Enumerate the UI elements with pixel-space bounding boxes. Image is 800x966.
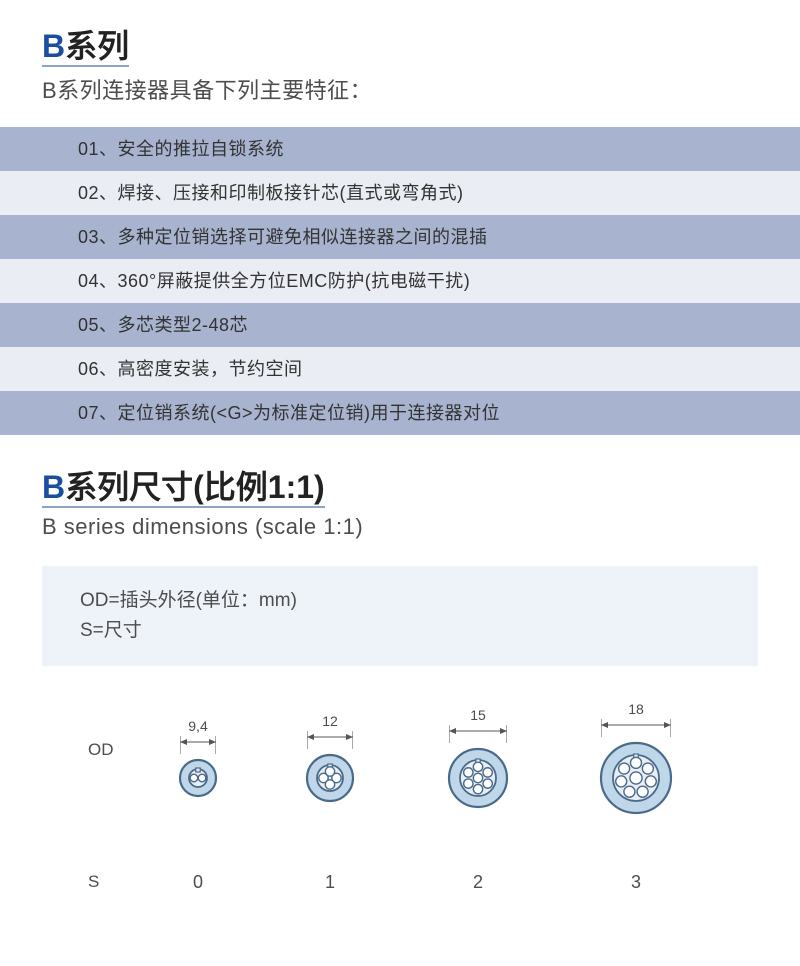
s-value-label: 2: [468, 872, 488, 893]
od-value-label: 15: [448, 707, 508, 723]
title-rest-1: 系列: [65, 28, 129, 64]
feature-row: 01、安全的推拉自锁系统: [0, 127, 800, 171]
section-title-2: B系列尺寸(比例1:1): [42, 469, 325, 508]
od-value-label: 9,4: [168, 718, 228, 734]
s-value-label: 1: [320, 872, 340, 893]
title-b-2: B: [42, 469, 65, 505]
row-label-od: OD: [88, 740, 114, 760]
section-title-1: B系列: [42, 28, 129, 67]
section-subtitle-2: B series dimensions (scale 1:1): [42, 514, 800, 540]
title-rest-2: 系列尺寸(比例1:1): [65, 469, 325, 505]
connector-icon: [445, 745, 511, 816]
feature-row: 05、多芯类型2-48芯: [0, 303, 800, 347]
feature-row: 03、多种定位销选择可避免相似连接器之间的混插: [0, 215, 800, 259]
od-value-label: 18: [606, 701, 666, 717]
row-label-s: S: [88, 872, 99, 892]
title-b-1: B: [42, 28, 65, 64]
feature-row: 06、高密度安装，节约空间: [0, 347, 800, 391]
dimension-diagram: OD S 9,4 0 12 1 15 2 18: [0, 694, 800, 914]
legend-line-1: OD=插头外径(单位：mm): [80, 586, 720, 616]
connector-icon: [303, 751, 357, 810]
connector-icon: [176, 756, 220, 805]
od-value-label: 12: [300, 713, 360, 729]
feature-list: 01、安全的推拉自锁系统02、焊接、压接和印制板接针芯(直式或弯角式)03、多种…: [0, 127, 800, 435]
legend-line-2: S=尺寸: [80, 616, 720, 646]
section-subtitle-1: B系列连接器具备下列主要特征：: [42, 73, 800, 105]
feature-row: 04、360°屏蔽提供全方位EMC防护(抗电磁干扰): [0, 259, 800, 303]
connector-icon: [597, 739, 675, 822]
feature-row: 02、焊接、压接和印制板接针芯(直式或弯角式): [0, 171, 800, 215]
legend-box: OD=插头外径(单位：mm) S=尺寸: [42, 566, 758, 667]
feature-row: 07、定位销系统(<G>为标准定位销)用于连接器对位: [0, 391, 800, 435]
s-value-label: 3: [626, 872, 646, 893]
s-value-label: 0: [188, 872, 208, 893]
